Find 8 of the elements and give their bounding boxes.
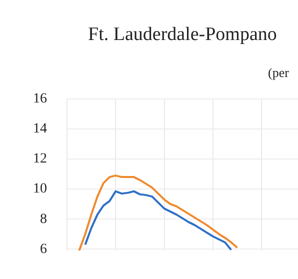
y-tick-label: 8 (40, 212, 47, 227)
y-tick-label: 6 (40, 242, 47, 257)
y-tick-label: 12 (33, 152, 47, 167)
chart-title: Ft. Lauderdale-Pompano (88, 24, 277, 46)
y-tick-label: 14 (33, 122, 47, 137)
chart-subtitle: (per (268, 65, 289, 81)
y-tick-label: 16 (33, 92, 47, 107)
y-tick-label: 10 (33, 182, 47, 197)
